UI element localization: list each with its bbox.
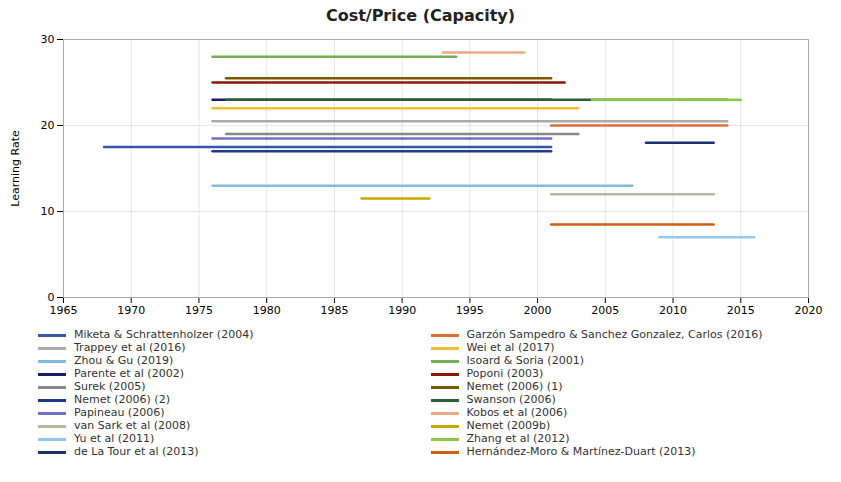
svg-text:Learning Rate: Learning Rate (9, 130, 22, 207)
svg-text:1965: 1965 (50, 304, 78, 317)
svg-text:0: 0 (48, 291, 55, 304)
svg-text:1990: 1990 (388, 304, 416, 317)
html-text:Garzón Sampedro & Sanchez Gonz: Garzón Sampedro & Sanchez Gonzalez, Carl… (466, 328, 763, 341)
html-text:Surek (2005): Surek (2005) (74, 380, 146, 393)
html-text:Isoard & Soria (2001): Isoard & Soria (2001) (466, 354, 584, 367)
svg-text:1975: 1975 (185, 304, 213, 317)
html-text:Yu et al (2011): Yu et al (2011) (74, 432, 155, 445)
html-text:Papineau (2006): Papineau (2006) (74, 406, 165, 419)
html-text:Miketa & Schrattenholzer (2004: Miketa & Schrattenholzer (2004) (74, 328, 254, 341)
html-text:Trappey et al (2016): Trappey et al (2016) (74, 341, 186, 354)
html-text:Zhou & Gu (2019): Zhou & Gu (2019) (74, 354, 174, 367)
svg-text:2005: 2005 (591, 304, 619, 317)
svg-text:10: 10 (41, 205, 55, 218)
html-text:de La Tour et al (2013): de La Tour et al (2013) (74, 445, 199, 458)
html-text:Parente et al (2002): Parente et al (2002) (74, 367, 184, 380)
html-text:Kobos et al (2006): Kobos et al (2006) (466, 406, 568, 419)
html-text:Nemet (2006) (1): Nemet (2006) (1) (466, 380, 563, 393)
html-text:Nemet (2009b): Nemet (2009b) (466, 419, 551, 432)
html-text:Poponi (2003): Poponi (2003) (466, 367, 544, 380)
svg-text:1985: 1985 (320, 304, 348, 317)
html-text:Cost/Price (Capacity): Cost/Price (Capacity) (325, 6, 516, 25)
html-text:Swanson (2006): Swanson (2006) (466, 393, 556, 406)
svg-text:1970: 1970 (117, 304, 145, 317)
svg-text:2015: 2015 (727, 304, 755, 317)
svg-text:20: 20 (41, 119, 55, 132)
html-text:Nemet (2006) (2): Nemet (2006) (2) (74, 393, 170, 406)
svg-text:30: 30 (41, 33, 55, 46)
svg-text:1980: 1980 (253, 304, 281, 317)
svg-text:2020: 2020 (795, 304, 823, 317)
svg-text:2000: 2000 (524, 304, 552, 317)
html-text:Hernández-Moro & Martínez-Duar: Hernández-Moro & Martínez-Duart (2013) (466, 445, 696, 458)
html-text:Wei et al (2017): Wei et al (2017) (466, 341, 555, 354)
svg-text:1995: 1995 (456, 304, 484, 317)
html-text:Zhang et al (2012): Zhang et al (2012) (466, 432, 570, 445)
svg-text:2010: 2010 (659, 304, 687, 317)
html-text:van Sark et al (2008): van Sark et al (2008) (74, 419, 191, 432)
